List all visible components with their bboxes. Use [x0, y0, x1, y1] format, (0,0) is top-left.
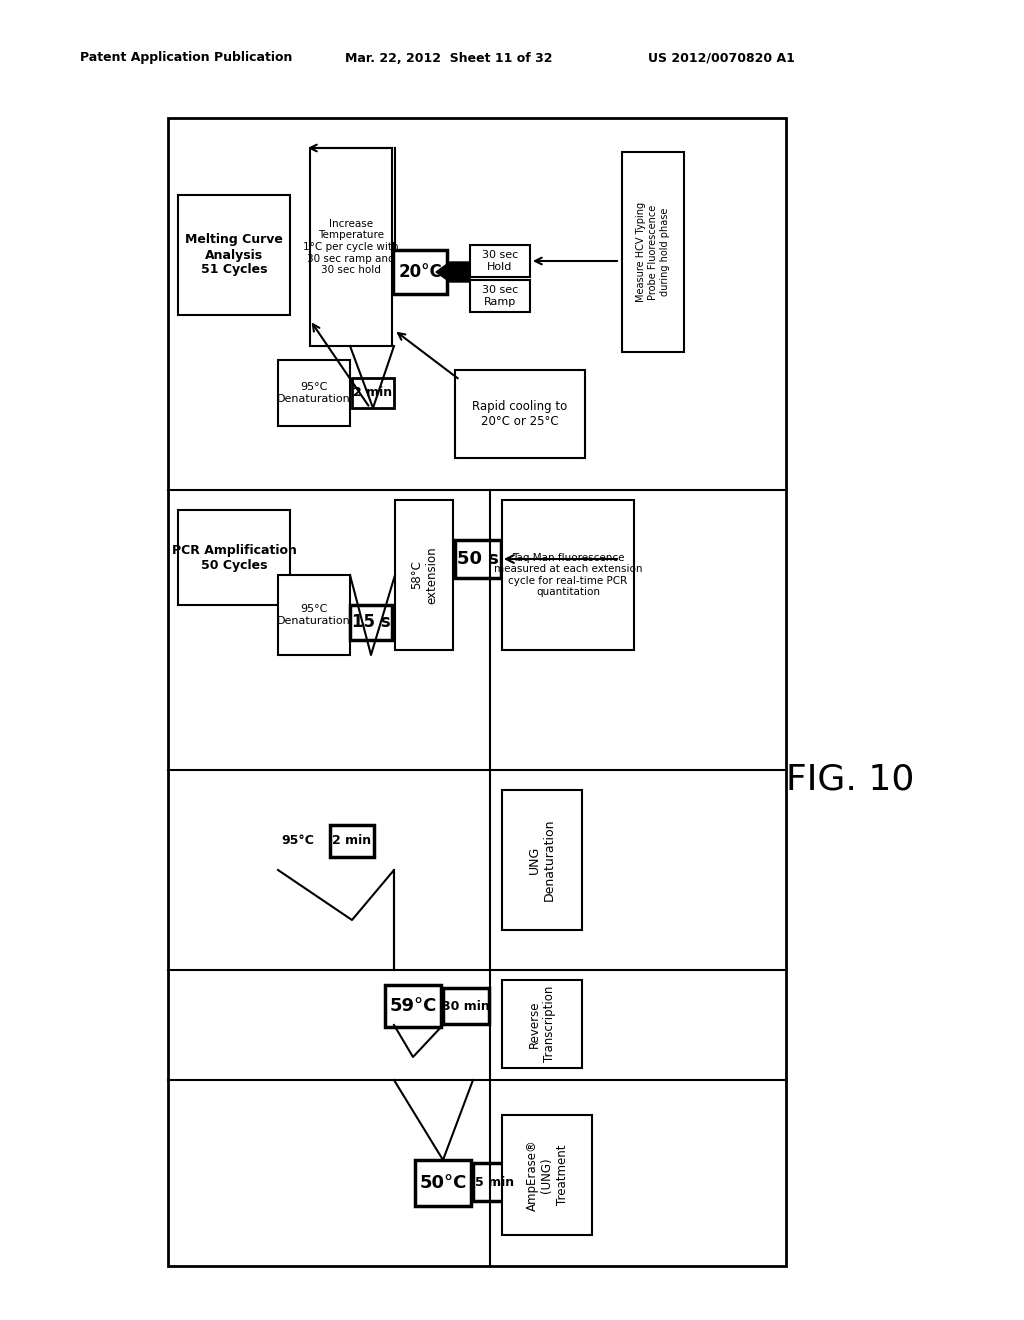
Text: PCR Amplification
50 Cycles: PCR Amplification 50 Cycles	[172, 544, 296, 572]
Bar	[310, 148, 392, 346]
Bar	[470, 280, 530, 312]
Bar	[178, 195, 290, 315]
Text: FIG. 10: FIG. 10	[785, 763, 914, 797]
FancyArrow shape	[436, 261, 470, 282]
Bar	[395, 500, 453, 649]
Bar	[455, 540, 501, 578]
Bar	[473, 1163, 517, 1201]
Text: 50 s: 50 s	[457, 550, 499, 568]
Text: Increase
Temperature
1°C per cycle with
30 sec ramp and
30 sec hold: Increase Temperature 1°C per cycle with …	[303, 219, 398, 275]
Text: 59°C: 59°C	[389, 997, 436, 1015]
Text: 95°C
Denaturation: 95°C Denaturation	[278, 383, 351, 404]
Text: 30 sec
Hold: 30 sec Hold	[482, 251, 518, 272]
Text: AmpErase®
(UNG)
Treatment: AmpErase® (UNG) Treatment	[525, 1139, 568, 1210]
Text: 15 s: 15 s	[351, 612, 390, 631]
Bar	[443, 987, 489, 1024]
Text: Reverse
Transcription: Reverse Transcription	[528, 986, 556, 1063]
Bar	[415, 1160, 471, 1206]
Bar	[502, 500, 634, 649]
Bar	[502, 789, 582, 931]
Bar	[622, 152, 684, 352]
Bar	[350, 605, 392, 640]
Bar	[393, 249, 447, 294]
Text: US 2012/0070820 A1: US 2012/0070820 A1	[648, 51, 795, 65]
Text: 2 min: 2 min	[333, 834, 372, 847]
Text: 20°C: 20°C	[398, 263, 442, 281]
Bar	[178, 510, 290, 605]
Text: Rapid cooling to
20°C or 25°C: Rapid cooling to 20°C or 25°C	[472, 400, 567, 428]
Text: 50°C: 50°C	[419, 1173, 467, 1192]
Text: 95°C
Denaturation: 95°C Denaturation	[278, 605, 351, 626]
Bar	[455, 370, 585, 458]
Bar	[502, 1115, 592, 1236]
Text: UNG
Denaturation: UNG Denaturation	[528, 818, 556, 902]
Text: Patent Application Publication: Patent Application Publication	[80, 51, 293, 65]
Text: Taq Man fluorescence
measured at each extension
cycle for real-time PCR
quantita: Taq Man fluorescence measured at each ex…	[494, 553, 642, 598]
Text: 2 min: 2 min	[353, 387, 392, 400]
Bar	[352, 378, 394, 408]
Text: Measure HCV Typing
Probe Fluorescence
during hold phase: Measure HCV Typing Probe Fluorescence du…	[636, 202, 670, 302]
Bar	[168, 117, 786, 1266]
Bar	[330, 825, 374, 857]
Bar	[385, 985, 441, 1027]
Text: Mar. 22, 2012  Sheet 11 of 32: Mar. 22, 2012 Sheet 11 of 32	[345, 51, 553, 65]
Text: 58°C
extension: 58°C extension	[410, 546, 438, 603]
Bar	[278, 576, 350, 655]
Text: 95°C: 95°C	[282, 833, 314, 846]
Bar	[470, 246, 530, 277]
Text: Melting Curve
Analysis
51 Cycles: Melting Curve Analysis 51 Cycles	[185, 234, 283, 276]
Bar	[278, 360, 350, 426]
Text: 30 min: 30 min	[442, 999, 489, 1012]
Text: 30 sec
Ramp: 30 sec Ramp	[482, 285, 518, 306]
Text: 5 min: 5 min	[475, 1176, 515, 1188]
Bar	[502, 979, 582, 1068]
